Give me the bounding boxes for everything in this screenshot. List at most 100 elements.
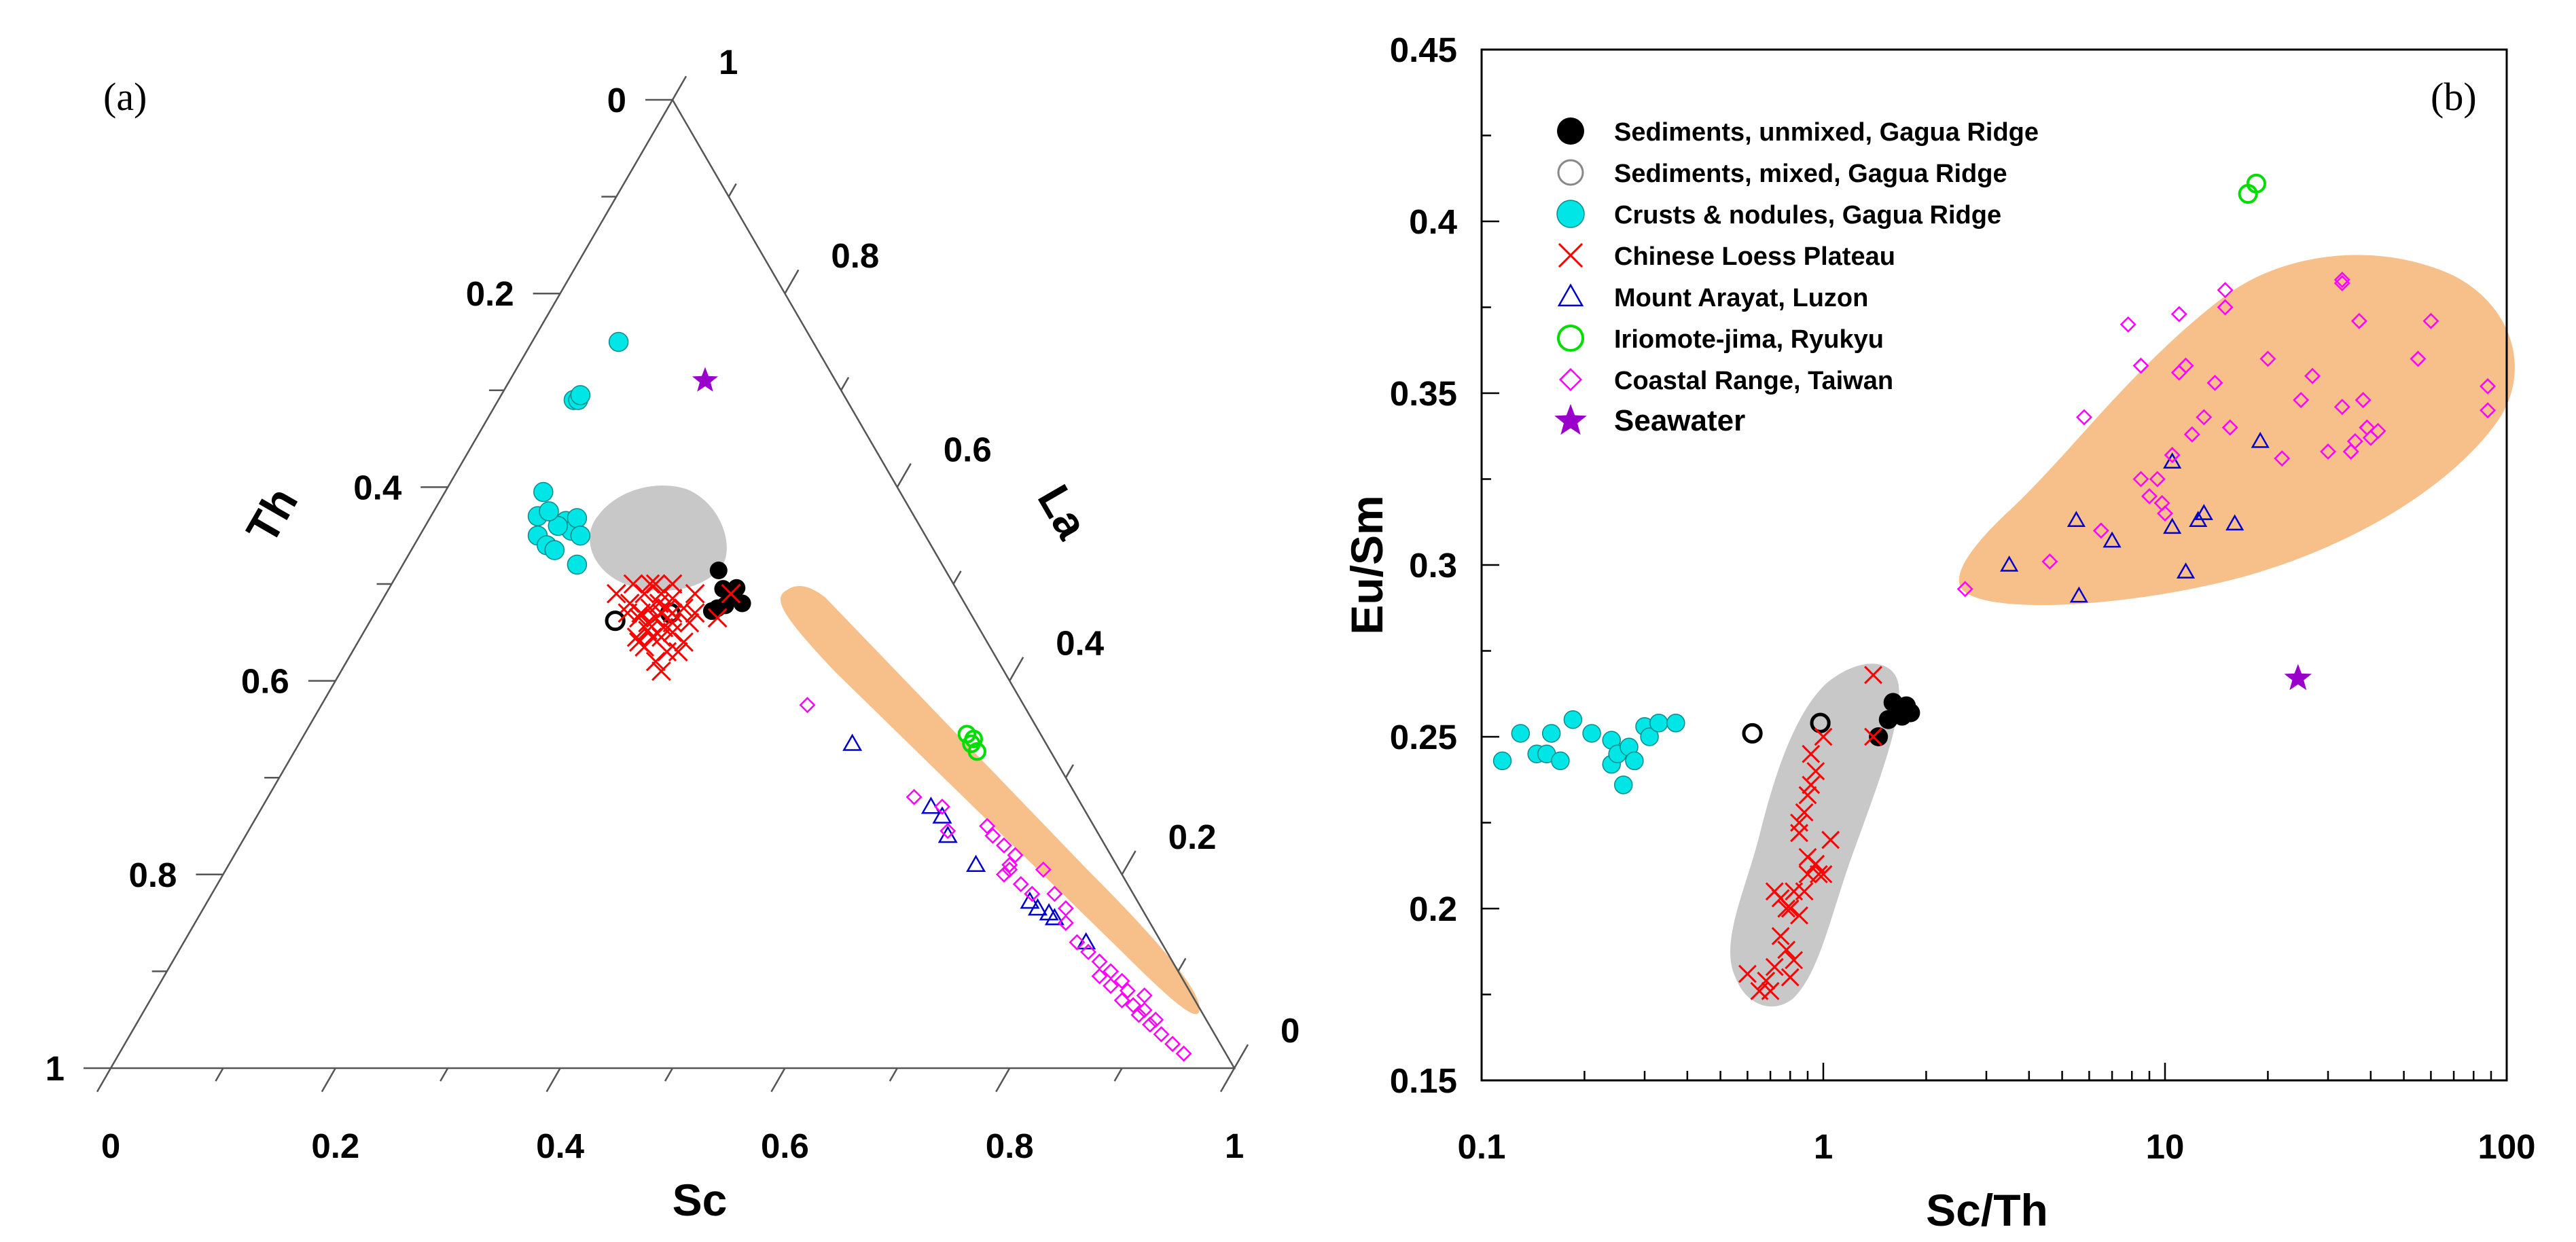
point-coastal (1136, 987, 1153, 1004)
y-tick-label: 0.3 (1409, 546, 1457, 585)
legend: Sediments, unmixed, Gagua Ridge Sediments… (1554, 117, 2039, 437)
point-arayat (2103, 531, 2122, 548)
point-crusts (608, 331, 629, 352)
legend-marker (1557, 325, 1584, 352)
point-coastal (2422, 312, 2439, 329)
point-coastal (1069, 934, 1086, 951)
point-arayat (2163, 452, 2182, 469)
point-coastal (1141, 1016, 1158, 1033)
legend-label: Coastal Range, Taiwan (1614, 367, 1893, 395)
point-coastal (799, 697, 816, 714)
point-crusts (1666, 714, 1685, 733)
point-crusts (544, 540, 565, 560)
point-coastal (2480, 378, 2497, 395)
point-crusts (567, 554, 588, 575)
point-coastal (2164, 447, 2181, 464)
point-coastal (2259, 350, 2276, 367)
point-iriomote (2246, 173, 2266, 194)
legend-marker (1558, 242, 1584, 268)
point-loess (640, 574, 660, 594)
point-coastal (1057, 900, 1074, 917)
point-coastal (2304, 367, 2321, 384)
legend-item-sed_unmixed: Sediments, unmixed, Gagua Ridge (1557, 117, 2039, 147)
point-coastal (2350, 312, 2367, 329)
orange-field (780, 586, 1200, 1015)
legend-marker (1557, 117, 1584, 145)
point-loess (1814, 864, 1833, 883)
point-coastal (979, 818, 996, 835)
point-loess (674, 598, 694, 619)
point-coastal (1046, 885, 1063, 902)
point-loess (685, 603, 705, 623)
x-tick-label: 100 (2477, 1127, 2535, 1166)
right-tick (1065, 764, 1074, 778)
right-tick-label: 0.4 (1056, 624, 1105, 663)
point-loess (679, 613, 700, 633)
point-arayat (2225, 514, 2244, 531)
point-arayat (1028, 898, 1048, 916)
x-axis-title: Sc/Th (1926, 1185, 2048, 1235)
scatter-panel: 0.1 1 10 100 0.15 0.2 0.25 0.3 0.35 0.4 0.45 Sc/Th… (1342, 31, 2536, 1235)
legend-label: Mount Arayat, Luzon (1614, 284, 1868, 312)
bottom-tick (1219, 1067, 1236, 1093)
scatter-tick-labels: 0.1 1 10 100 0.15 0.2 0.25 0.3 0.35 0.4 0.45 (1390, 31, 2536, 1166)
point-coastal (1113, 992, 1130, 1009)
point-coastal (2119, 316, 2136, 333)
legend-label: Seawater (1614, 404, 1745, 437)
point-coastal (1091, 968, 1108, 985)
point-coastal (2274, 450, 2291, 467)
point-sed_unmixed (733, 594, 751, 613)
point-loess (623, 574, 643, 594)
left-tick-label: 0 (607, 81, 626, 120)
point-coastal (1956, 581, 1973, 598)
point-crusts (533, 481, 554, 503)
right-tick (784, 269, 800, 294)
point-loess (1795, 882, 1814, 901)
bottom-tick-label: 0.6 (761, 1127, 809, 1165)
point-coastal (1164, 1036, 1181, 1053)
point-coastal (2132, 471, 2149, 488)
point-sed_unmixed (1869, 727, 1889, 746)
point-arayat (1039, 902, 1059, 921)
point-loess (645, 574, 666, 594)
point-loess (651, 583, 671, 604)
y-tick-label: 0.25 (1390, 718, 1457, 756)
bottom-tick (995, 1067, 1011, 1093)
point-coastal (2217, 282, 2234, 299)
bottom-tick (889, 1067, 898, 1082)
right-tick-label: 1 (719, 43, 738, 81)
point-crusts (539, 501, 559, 522)
x-tick-label: 1 (1814, 1127, 1833, 1166)
point-loess (1781, 899, 1800, 918)
right-tick (896, 462, 912, 488)
left-tick-label: 0.8 (128, 856, 177, 894)
point-arayat (966, 854, 986, 873)
point-coastal (906, 788, 923, 805)
point-coastal (995, 866, 1012, 883)
point-crusts (1625, 751, 1644, 771)
point-loess (1777, 899, 1796, 918)
point-arayat (842, 733, 863, 751)
point-coastal (2355, 392, 2372, 409)
y-tick-label: 0.2 (1409, 890, 1457, 928)
bottom-tick (96, 1067, 112, 1093)
point-loess (1802, 775, 1821, 794)
scatter-points (1492, 173, 2497, 1000)
point-coastal (2132, 357, 2149, 374)
panel-b-label: (b) (2431, 75, 2477, 119)
legend-label: Chinese Loess Plateau (1614, 242, 1895, 271)
point-loess (662, 589, 683, 608)
bottom-tick (321, 1067, 336, 1093)
point-crusts (1640, 727, 1659, 746)
point-arayat (2069, 586, 2088, 603)
point-coastal (2342, 443, 2359, 460)
point-crusts (1649, 714, 1668, 733)
bottom-tick (440, 1067, 449, 1082)
left-tick-label: 0.4 (353, 468, 402, 507)
y-tick-label: 0.15 (1390, 1061, 1457, 1100)
bottom-tick (664, 1067, 674, 1082)
point-loess (721, 583, 741, 604)
point-coastal (940, 822, 956, 839)
right-tick (1009, 657, 1024, 682)
bottom-tick-label: 0.2 (311, 1127, 359, 1165)
